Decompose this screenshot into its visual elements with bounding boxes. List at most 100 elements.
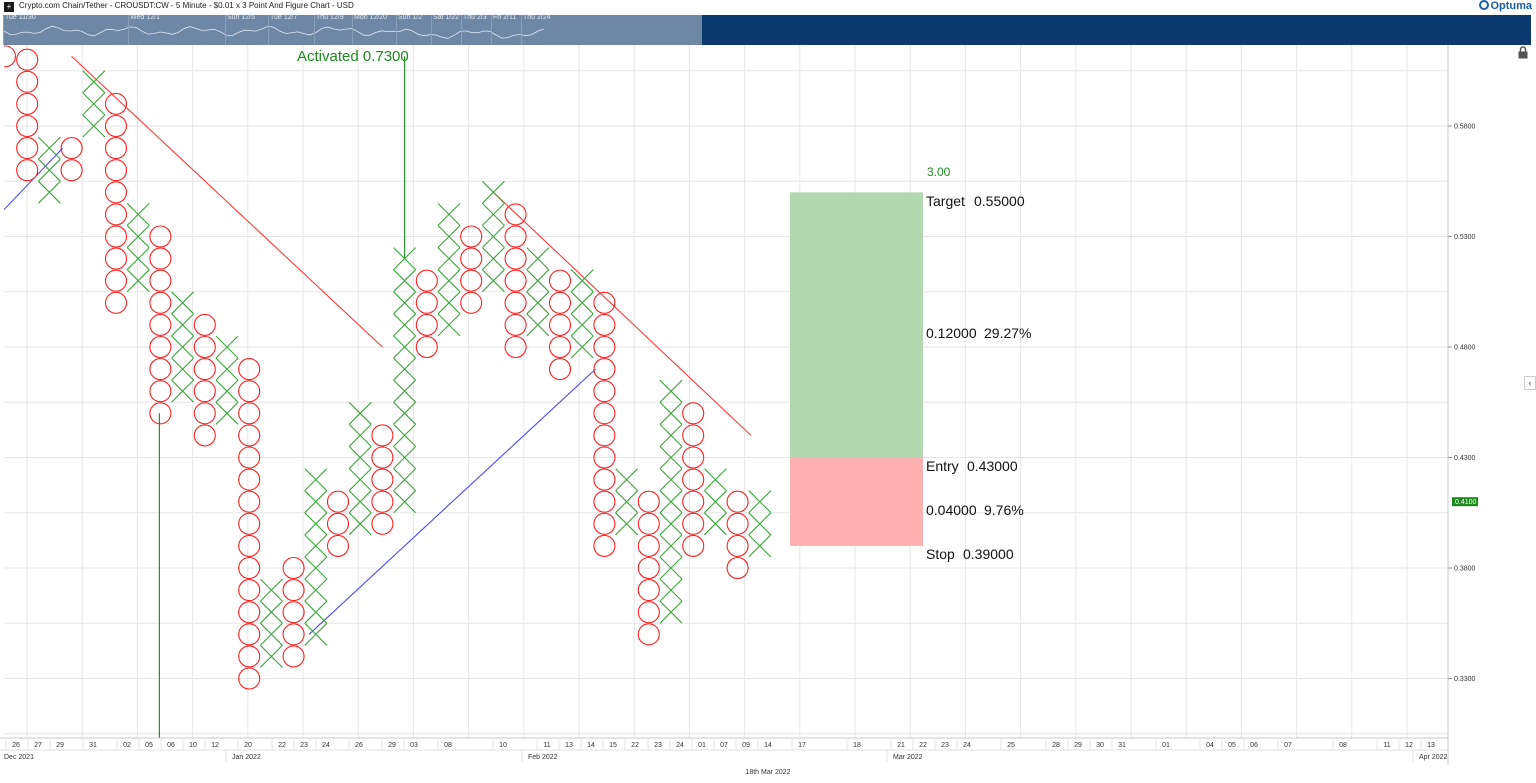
o-column: [504, 203, 527, 359]
o-box: [4, 45, 17, 68]
x-stroke: [570, 335, 594, 359]
o-box: [593, 313, 616, 336]
x-stroke: [526, 269, 550, 293]
x-box: [393, 247, 416, 270]
rr-ratio-label: 3.00: [927, 165, 951, 179]
navigator-tick: [128, 15, 129, 45]
x-stroke: [38, 136, 61, 160]
x-box: [215, 401, 239, 425]
x-month-label: Feb 2022: [528, 754, 558, 761]
x-tick-label: 31: [89, 742, 97, 749]
x-stroke: [348, 446, 372, 469]
o-box: [238, 623, 261, 646]
o-box: [326, 490, 350, 513]
x-box: [615, 468, 638, 491]
x-stroke: [215, 357, 239, 381]
o-box: [726, 556, 749, 580]
o-box: [238, 490, 261, 513]
x-stroke: [215, 401, 239, 425]
lock-icon[interactable]: [1517, 46, 1529, 59]
o-box: [149, 269, 172, 292]
x-box: [437, 203, 461, 226]
x-stroke: [659, 490, 683, 514]
navigator-date-label: Mon 12/20: [354, 14, 388, 21]
navigator-date-label: Tue 12/7: [270, 14, 298, 21]
x-stroke: [38, 180, 61, 204]
x-box: [260, 578, 283, 602]
o-box: [238, 468, 261, 491]
x-tick-label: 12: [211, 742, 219, 749]
o-box: [593, 446, 616, 469]
x-month-label: Dec 2021: [4, 754, 34, 761]
x-tick-label: 10: [499, 742, 507, 749]
risk-zone: [790, 457, 923, 546]
x-tick-label: 27: [34, 742, 42, 749]
x-box: [304, 490, 328, 514]
x-box: [38, 180, 61, 204]
x-stroke: [171, 357, 194, 381]
o-box: [326, 512, 350, 535]
x-stroke: [615, 490, 638, 514]
o-box: [548, 269, 572, 292]
x-box: [393, 468, 416, 491]
x-tick-label: 22: [631, 742, 639, 749]
x-stroke: [704, 468, 727, 491]
x-box: [304, 534, 328, 558]
x-stroke: [704, 490, 727, 514]
x-box: [659, 490, 683, 514]
x-box: [526, 291, 550, 315]
stop-label: Stop: [926, 546, 955, 562]
title-bar: + Crypto.com Chain/Tether - CROUSDT:CW -…: [0, 0, 1536, 15]
chart-app-icon[interactable]: +: [4, 2, 14, 12]
o-column: [149, 225, 172, 425]
x-tick-label: 06: [167, 742, 175, 749]
x-box: [304, 556, 328, 580]
x-stroke: [659, 534, 683, 558]
o-box: [104, 291, 128, 314]
o-box: [238, 601, 261, 624]
x-stroke: [526, 247, 550, 270]
x-box: [704, 490, 727, 514]
o-box: [593, 380, 616, 403]
o-box: [238, 358, 261, 381]
pnf-chart-area[interactable]: 0.3300 0.3800 0.4300 0.4800 0.5300 0.5800 0.41…: [0, 45, 1536, 783]
x-tick-label: 25: [1007, 742, 1015, 749]
o-box: [593, 291, 616, 314]
x-tick-label: 29: [1074, 742, 1082, 749]
o-box: [16, 159, 39, 182]
o-column: [682, 402, 705, 557]
x-stroke: [126, 203, 150, 226]
navigator-date-label: Sun 1/2: [398, 14, 423, 21]
x-box: [38, 158, 61, 182]
x-box: [659, 578, 683, 602]
x-box: [126, 203, 150, 226]
x-tick-label: 17: [798, 742, 806, 749]
x-stroke: [482, 203, 505, 226]
x-tick-label: 23: [941, 742, 949, 749]
o-column: [104, 92, 128, 314]
x-stroke: [215, 335, 239, 359]
o-box: [16, 92, 39, 115]
o-box: [593, 358, 616, 381]
chevron-left-icon[interactable]: ‹: [1524, 376, 1536, 390]
o-box: [149, 225, 172, 248]
brand-name: Optuma: [1490, 0, 1532, 12]
reward-zone: [790, 192, 923, 458]
o-box: [593, 468, 616, 491]
x-box: [615, 490, 638, 514]
x-box: [171, 313, 194, 337]
o-box: [504, 335, 527, 359]
x-tick-label: 23: [300, 742, 308, 749]
x-box: [526, 247, 550, 270]
x-month-label: Apr 2022: [1419, 754, 1448, 761]
x-box: [348, 468, 372, 491]
x-stroke: [348, 468, 372, 491]
navigator-date-label: Fri 2/11: [493, 14, 517, 21]
x-box: [393, 269, 416, 293]
x-tick-label: 12: [1405, 742, 1413, 749]
o-column: [460, 225, 483, 314]
x-box: [570, 313, 594, 337]
o-box: [637, 601, 660, 624]
x-box: [215, 335, 239, 359]
navigator-strip[interactable]: Tue 11/30 Wed 12/1 Sun 12/5 Tue 12/7 Thu 12/…: [3, 14, 1531, 45]
